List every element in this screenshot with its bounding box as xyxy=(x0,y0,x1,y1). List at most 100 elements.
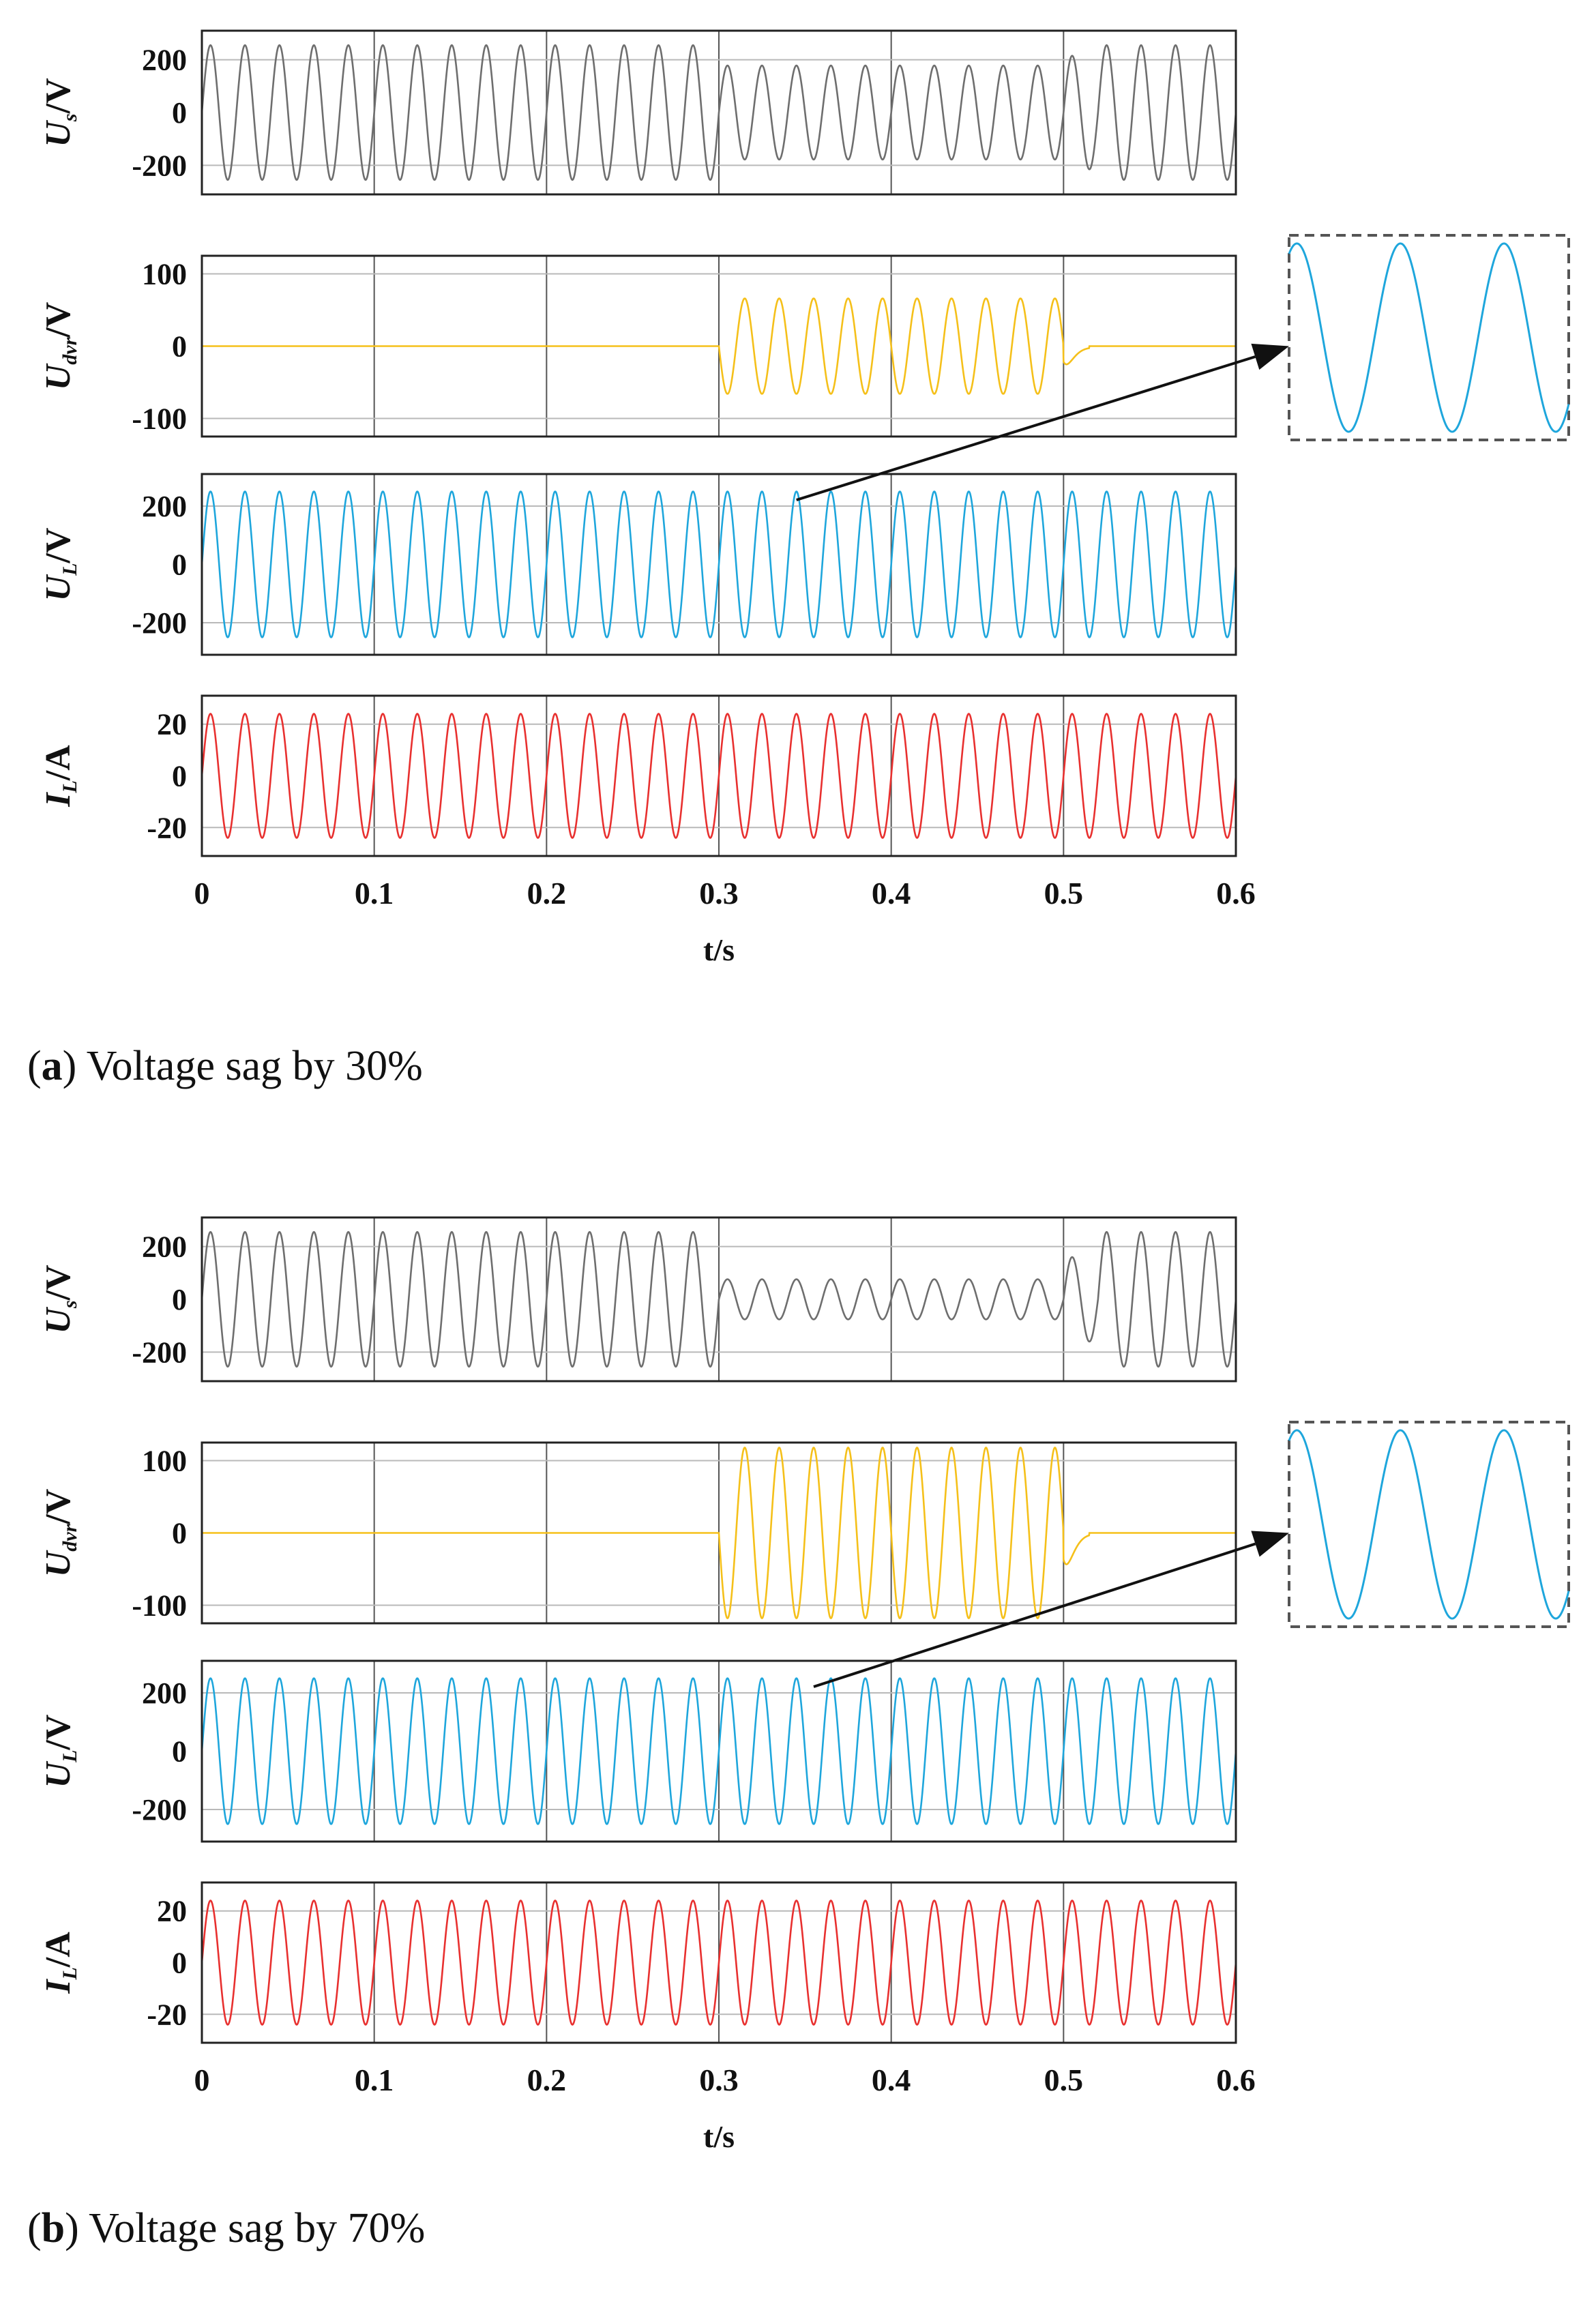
series-Us xyxy=(201,1230,1237,1368)
caption-b: (b) Voltage sag by 70% xyxy=(27,2205,426,2251)
y-tick-label: 100 xyxy=(142,1445,187,1478)
panel-UL: 200 0 -200 UL/V xyxy=(39,473,1237,656)
y-tick-label: 0 xyxy=(172,1283,187,1316)
y-axis-label: Udvr/V xyxy=(39,302,81,391)
caption-b-text: Voltage sag by 70% xyxy=(89,2205,426,2251)
caption-a-text: Voltage sag by 30% xyxy=(86,1043,423,1089)
y-label-unit: /V xyxy=(39,528,78,564)
x-tick-label: 0.3 xyxy=(699,876,739,911)
x-tick-label: 0.5 xyxy=(1044,2063,1084,2097)
zoom-inset xyxy=(1288,1421,1570,1628)
y-tick-label: 20 xyxy=(157,1895,187,1928)
y-label-main: U xyxy=(39,1760,78,1788)
y-axis-label: Us/V xyxy=(39,1265,81,1333)
y-label-unit: /V xyxy=(39,302,78,338)
panel-IL: 20 0 -20 IL/A xyxy=(39,1881,1237,2044)
series-Udvr xyxy=(202,1446,1236,1620)
y-axis-label: UL/V xyxy=(39,528,81,602)
x-tick-label: 0.3 xyxy=(699,2063,739,2097)
x-tick-label: 0.2 xyxy=(527,876,567,911)
x-tick-label: 0.1 xyxy=(355,876,394,911)
x-tick-label: 0.1 xyxy=(355,2063,394,2097)
y-tick-label: 0 xyxy=(172,1735,187,1769)
chart-b: 2000-200Us/V1000-100Udvr/V2000-200UL/V20… xyxy=(39,1216,1570,2154)
y-label-unit: /A xyxy=(39,1932,78,1968)
plot-frame xyxy=(201,254,1237,438)
plot-frame xyxy=(201,1216,1237,1383)
y-label-main: I xyxy=(39,1979,78,1994)
caption-a: (a) Voltage sag by 30% xyxy=(27,1043,423,1089)
x-axis-label: t/s xyxy=(703,932,735,967)
plot-frame xyxy=(201,694,1237,857)
y-label-sub: L xyxy=(59,780,81,793)
zoom-inset-frame xyxy=(1288,234,1570,441)
y-tick-label: 0 xyxy=(172,1947,187,1980)
zoom-inset-wave xyxy=(1288,242,1570,433)
y-axis-label: IL/A xyxy=(39,745,81,808)
plot-frame xyxy=(201,29,1237,196)
y-tick-label: -100 xyxy=(132,1589,187,1623)
y-label-unit: /V xyxy=(39,1715,78,1751)
plot-frame xyxy=(201,473,1237,656)
y-tick-label: -200 xyxy=(132,1335,187,1369)
y-tick-label: -200 xyxy=(132,1793,187,1827)
panel-Udvr: 100 0 -100 Udvr/V xyxy=(39,254,1237,438)
y-axis-label: IL/A xyxy=(39,1932,81,1994)
x-tick-label: 0.4 xyxy=(872,876,911,911)
y-label-main: U xyxy=(39,363,78,390)
caption-a-letter: a xyxy=(41,1043,63,1089)
y-tick-label: -100 xyxy=(132,402,187,436)
zoom-arrow-head xyxy=(1251,1531,1289,1557)
y-axis-label: UL/V xyxy=(39,1715,81,1788)
y-tick-label: -200 xyxy=(132,606,187,640)
y-axis-label: Udvr/V xyxy=(39,1489,81,1578)
series-Us xyxy=(201,44,1237,181)
y-tick-label: 0 xyxy=(172,1517,187,1550)
y-label-main: U xyxy=(39,1307,78,1334)
y-label-main: U xyxy=(39,120,78,147)
panel-Us: 200 0 -200 Us/V xyxy=(39,29,1237,196)
panel-Udvr: 100 0 -100 Udvr/V xyxy=(39,1441,1237,1625)
y-label-main: U xyxy=(39,574,78,601)
y-label-sub: L xyxy=(59,1967,81,1980)
x-axis-label: t/s xyxy=(703,2119,735,2154)
x-tick-label: 0 xyxy=(194,876,210,911)
series-IL xyxy=(201,1900,1237,2026)
plot-frame xyxy=(201,1441,1237,1625)
zoom-inset-frame xyxy=(1288,1421,1570,1628)
y-tick-label: 20 xyxy=(157,708,187,741)
zoom-arrow-line xyxy=(796,355,1256,501)
zoom-arrow-head xyxy=(1251,343,1289,370)
y-tick-label: -20 xyxy=(147,811,187,844)
x-tick-label: 0.6 xyxy=(1216,876,1256,911)
panel-IL: 20 0 -20 IL/A xyxy=(39,694,1237,857)
zoom-inset-wave xyxy=(1288,1429,1570,1620)
y-label-main: I xyxy=(39,792,78,808)
y-tick-label: -200 xyxy=(132,149,187,182)
x-tick-label: 0.5 xyxy=(1044,876,1084,911)
y-label-unit: /V xyxy=(39,1265,78,1301)
zoom-inset xyxy=(1288,234,1570,441)
y-tick-label: 200 xyxy=(142,44,187,77)
y-tick-label: 200 xyxy=(142,490,187,523)
y-tick-label: 200 xyxy=(142,1230,187,1264)
x-tick-label: 0.4 xyxy=(872,2063,911,2097)
y-label-sub: s xyxy=(59,113,81,122)
panel-UL: 200 0 -200 UL/V xyxy=(39,1659,1237,1843)
y-label-sub: L xyxy=(59,563,81,576)
plot-frame xyxy=(201,1881,1237,2044)
y-label-sub: dvr xyxy=(59,1524,81,1551)
panel-Us: 200 0 -200 Us/V xyxy=(39,1216,1237,1383)
x-tick-label: 0.6 xyxy=(1216,2063,1256,2097)
y-label-unit: /V xyxy=(39,1489,78,1525)
y-tick-label: 0 xyxy=(172,548,187,582)
caption-b-letter: b xyxy=(41,2205,65,2251)
series-UL xyxy=(201,490,1237,638)
y-tick-label: -20 xyxy=(147,1998,187,2031)
y-tick-label: 0 xyxy=(172,760,187,793)
series-IL xyxy=(201,713,1237,839)
y-tick-label: 0 xyxy=(172,330,187,364)
y-axis-label: Us/V xyxy=(39,78,81,147)
y-tick-label: 0 xyxy=(172,96,187,130)
